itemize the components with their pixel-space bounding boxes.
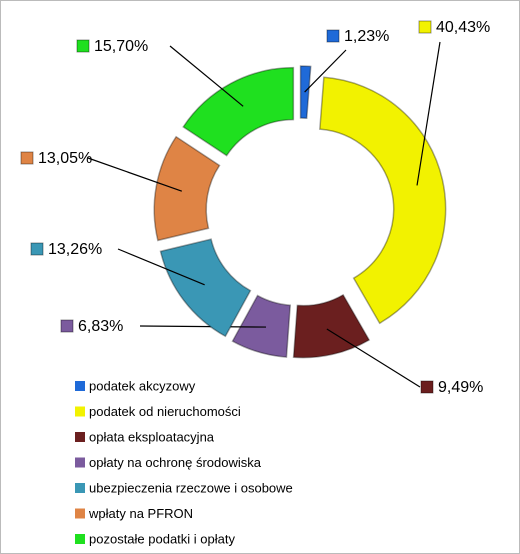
legend-label: ubezpieczenia rzeczowe i osobowe (89, 480, 293, 495)
legend-label: pozostałe podatki i opłaty (89, 531, 235, 546)
leader-line (87, 157, 183, 192)
label-marker (420, 380, 434, 394)
legend-marker (75, 432, 85, 442)
data-label: 13,26% (48, 241, 102, 258)
label-marker (20, 151, 34, 165)
donut-slice (159, 238, 252, 338)
leader-line (326, 328, 421, 388)
legend-marker (75, 534, 85, 544)
legend-label: opłata eksploatacyjna (89, 429, 215, 444)
legend-label: wpłaty na PFRON (88, 506, 193, 521)
donut-slice (231, 294, 292, 358)
label-marker (326, 29, 340, 43)
legend-marker (75, 457, 85, 468)
label-marker (30, 242, 44, 256)
legend-label: podatek akcyzowy (89, 378, 196, 393)
leader-line (117, 248, 205, 286)
data-label: 9,49% (438, 379, 483, 396)
label-marker (60, 319, 74, 333)
donut-slice (153, 135, 221, 242)
leader-line (169, 45, 244, 107)
label-marker (418, 20, 432, 34)
data-label: 40,43% (436, 19, 490, 36)
legend-marker (75, 483, 85, 493)
data-label: 13,05% (38, 150, 92, 167)
legend-label: podatek od nieruchomości (89, 404, 241, 419)
legend-label: opłaty na ochronę środowiska (89, 455, 262, 470)
donut-slice (319, 76, 447, 325)
data-label: 15,70% (94, 38, 148, 55)
leader-line (304, 49, 347, 93)
data-label: 6,83% (78, 318, 123, 335)
leader-line (416, 41, 441, 186)
donut-slice (292, 293, 371, 359)
label-marker (76, 39, 90, 53)
data-label: 1,23% (344, 28, 389, 45)
donut-slice (299, 65, 312, 120)
donut-slice (182, 66, 295, 157)
legend-marker (75, 406, 85, 417)
leader-line (139, 325, 267, 328)
legend-marker (75, 381, 85, 391)
legend-marker (75, 508, 85, 519)
